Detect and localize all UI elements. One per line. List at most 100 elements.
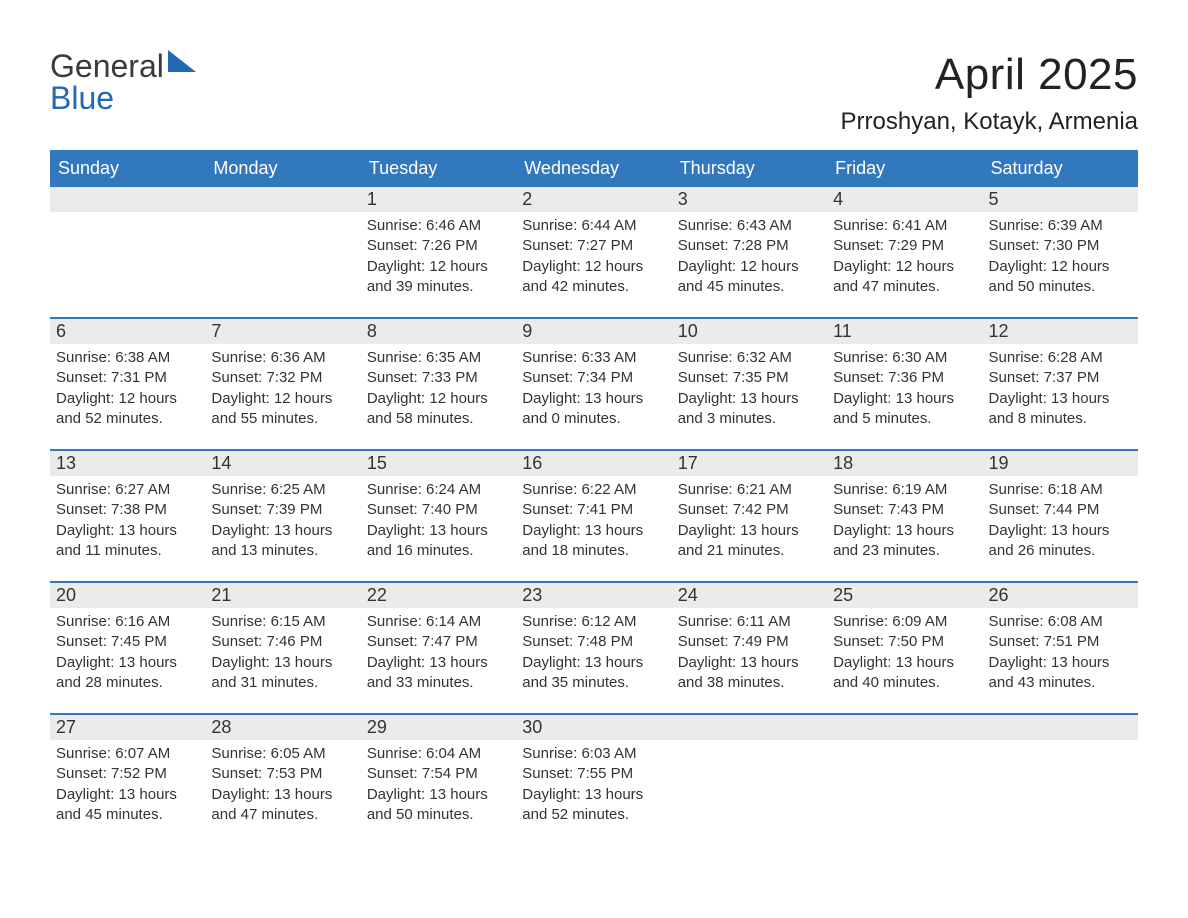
sunset-text: Sunset: 7:55 PM <box>522 764 665 784</box>
daylight-text: and 5 minutes. <box>833 409 976 429</box>
sunset-text: Sunset: 7:50 PM <box>833 632 976 652</box>
day-number: 29 <box>361 715 516 740</box>
sunrise-text: Sunrise: 6:18 AM <box>989 480 1132 500</box>
day-number: 23 <box>516 583 671 608</box>
calendar-cell: 12Sunrise: 6:28 AMSunset: 7:37 PMDayligh… <box>983 318 1138 450</box>
weekday-header: Friday <box>827 151 982 186</box>
daylight-text: and 40 minutes. <box>833 673 976 693</box>
day-number: 9 <box>516 319 671 344</box>
day-number <box>50 187 205 212</box>
day-detail: Sunrise: 6:25 AMSunset: 7:39 PMDaylight:… <box>205 476 360 581</box>
day-number: 6 <box>50 319 205 344</box>
day-number: 26 <box>983 583 1138 608</box>
day-detail: Sunrise: 6:22 AMSunset: 7:41 PMDaylight:… <box>516 476 671 581</box>
weekday-header: Monday <box>205 151 360 186</box>
calendar-cell: 1Sunrise: 6:46 AMSunset: 7:26 PMDaylight… <box>361 186 516 318</box>
day-detail: Sunrise: 6:32 AMSunset: 7:35 PMDaylight:… <box>672 344 827 449</box>
sunset-text: Sunset: 7:51 PM <box>989 632 1132 652</box>
day-detail: Sunrise: 6:35 AMSunset: 7:33 PMDaylight:… <box>361 344 516 449</box>
calendar-cell: 28Sunrise: 6:05 AMSunset: 7:53 PMDayligh… <box>205 714 360 845</box>
calendar-cell: 11Sunrise: 6:30 AMSunset: 7:36 PMDayligh… <box>827 318 982 450</box>
calendar-cell: 9Sunrise: 6:33 AMSunset: 7:34 PMDaylight… <box>516 318 671 450</box>
daylight-text: and 52 minutes. <box>56 409 199 429</box>
daylight-text: Daylight: 13 hours <box>522 653 665 673</box>
day-detail <box>983 740 1138 836</box>
sunrise-text: Sunrise: 6:12 AM <box>522 612 665 632</box>
daylight-text: Daylight: 13 hours <box>678 521 821 541</box>
calendar-cell: 10Sunrise: 6:32 AMSunset: 7:35 PMDayligh… <box>672 318 827 450</box>
daylight-text: and 42 minutes. <box>522 277 665 297</box>
day-number: 5 <box>983 187 1138 212</box>
calendar-cell: 14Sunrise: 6:25 AMSunset: 7:39 PMDayligh… <box>205 450 360 582</box>
sunrise-text: Sunrise: 6:04 AM <box>367 744 510 764</box>
calendar-cell: 8Sunrise: 6:35 AMSunset: 7:33 PMDaylight… <box>361 318 516 450</box>
daylight-text: Daylight: 13 hours <box>522 785 665 805</box>
day-detail: Sunrise: 6:44 AMSunset: 7:27 PMDaylight:… <box>516 212 671 317</box>
day-detail: Sunrise: 6:12 AMSunset: 7:48 PMDaylight:… <box>516 608 671 713</box>
calendar-week-row: 27Sunrise: 6:07 AMSunset: 7:52 PMDayligh… <box>50 714 1138 845</box>
daylight-text: Daylight: 13 hours <box>211 785 354 805</box>
sunrise-text: Sunrise: 6:39 AM <box>989 216 1132 236</box>
day-detail: Sunrise: 6:07 AMSunset: 7:52 PMDaylight:… <box>50 740 205 845</box>
sunset-text: Sunset: 7:44 PM <box>989 500 1132 520</box>
day-number: 30 <box>516 715 671 740</box>
day-number <box>827 715 982 740</box>
daylight-text: and 21 minutes. <box>678 541 821 561</box>
day-number: 2 <box>516 187 671 212</box>
sunset-text: Sunset: 7:33 PM <box>367 368 510 388</box>
sunrise-text: Sunrise: 6:11 AM <box>678 612 821 632</box>
day-detail: Sunrise: 6:09 AMSunset: 7:50 PMDaylight:… <box>827 608 982 713</box>
day-number: 20 <box>50 583 205 608</box>
daylight-text: Daylight: 13 hours <box>211 653 354 673</box>
calendar-cell <box>205 186 360 318</box>
daylight-text: and 39 minutes. <box>367 277 510 297</box>
day-number: 22 <box>361 583 516 608</box>
sunrise-text: Sunrise: 6:41 AM <box>833 216 976 236</box>
daylight-text: Daylight: 12 hours <box>522 257 665 277</box>
sunset-text: Sunset: 7:38 PM <box>56 500 199 520</box>
daylight-text: and 43 minutes. <box>989 673 1132 693</box>
sunset-text: Sunset: 7:46 PM <box>211 632 354 652</box>
day-detail: Sunrise: 6:03 AMSunset: 7:55 PMDaylight:… <box>516 740 671 845</box>
calendar-cell: 16Sunrise: 6:22 AMSunset: 7:41 PMDayligh… <box>516 450 671 582</box>
sunrise-text: Sunrise: 6:19 AM <box>833 480 976 500</box>
calendar-cell: 6Sunrise: 6:38 AMSunset: 7:31 PMDaylight… <box>50 318 205 450</box>
sunrise-text: Sunrise: 6:33 AM <box>522 348 665 368</box>
daylight-text: Daylight: 13 hours <box>833 653 976 673</box>
calendar-cell: 21Sunrise: 6:15 AMSunset: 7:46 PMDayligh… <box>205 582 360 714</box>
calendar-table: Sunday Monday Tuesday Wednesday Thursday… <box>50 150 1138 845</box>
weekday-header: Thursday <box>672 151 827 186</box>
day-detail <box>827 740 982 836</box>
calendar-cell: 5Sunrise: 6:39 AMSunset: 7:30 PMDaylight… <box>983 186 1138 318</box>
sunrise-text: Sunrise: 6:44 AM <box>522 216 665 236</box>
day-number <box>205 187 360 212</box>
sunset-text: Sunset: 7:48 PM <box>522 632 665 652</box>
daylight-text: Daylight: 13 hours <box>833 389 976 409</box>
month-title: April 2025 <box>841 50 1138 100</box>
day-detail: Sunrise: 6:05 AMSunset: 7:53 PMDaylight:… <box>205 740 360 845</box>
daylight-text: Daylight: 12 hours <box>989 257 1132 277</box>
day-detail: Sunrise: 6:19 AMSunset: 7:43 PMDaylight:… <box>827 476 982 581</box>
sunset-text: Sunset: 7:54 PM <box>367 764 510 784</box>
day-number: 24 <box>672 583 827 608</box>
daylight-text: Daylight: 13 hours <box>989 653 1132 673</box>
daylight-text: Daylight: 13 hours <box>678 389 821 409</box>
sunset-text: Sunset: 7:28 PM <box>678 236 821 256</box>
day-number: 25 <box>827 583 982 608</box>
day-number: 7 <box>205 319 360 344</box>
sunset-text: Sunset: 7:37 PM <box>989 368 1132 388</box>
sunrise-text: Sunrise: 6:25 AM <box>211 480 354 500</box>
day-number: 10 <box>672 319 827 344</box>
calendar-cell <box>983 714 1138 845</box>
sunrise-text: Sunrise: 6:28 AM <box>989 348 1132 368</box>
day-detail: Sunrise: 6:11 AMSunset: 7:49 PMDaylight:… <box>672 608 827 713</box>
calendar-cell: 3Sunrise: 6:43 AMSunset: 7:28 PMDaylight… <box>672 186 827 318</box>
day-number: 3 <box>672 187 827 212</box>
sunrise-text: Sunrise: 6:38 AM <box>56 348 199 368</box>
day-detail: Sunrise: 6:33 AMSunset: 7:34 PMDaylight:… <box>516 344 671 449</box>
daylight-text: Daylight: 13 hours <box>56 785 199 805</box>
sunrise-text: Sunrise: 6:21 AM <box>678 480 821 500</box>
day-detail: Sunrise: 6:08 AMSunset: 7:51 PMDaylight:… <box>983 608 1138 713</box>
sunrise-text: Sunrise: 6:46 AM <box>367 216 510 236</box>
day-detail: Sunrise: 6:36 AMSunset: 7:32 PMDaylight:… <box>205 344 360 449</box>
